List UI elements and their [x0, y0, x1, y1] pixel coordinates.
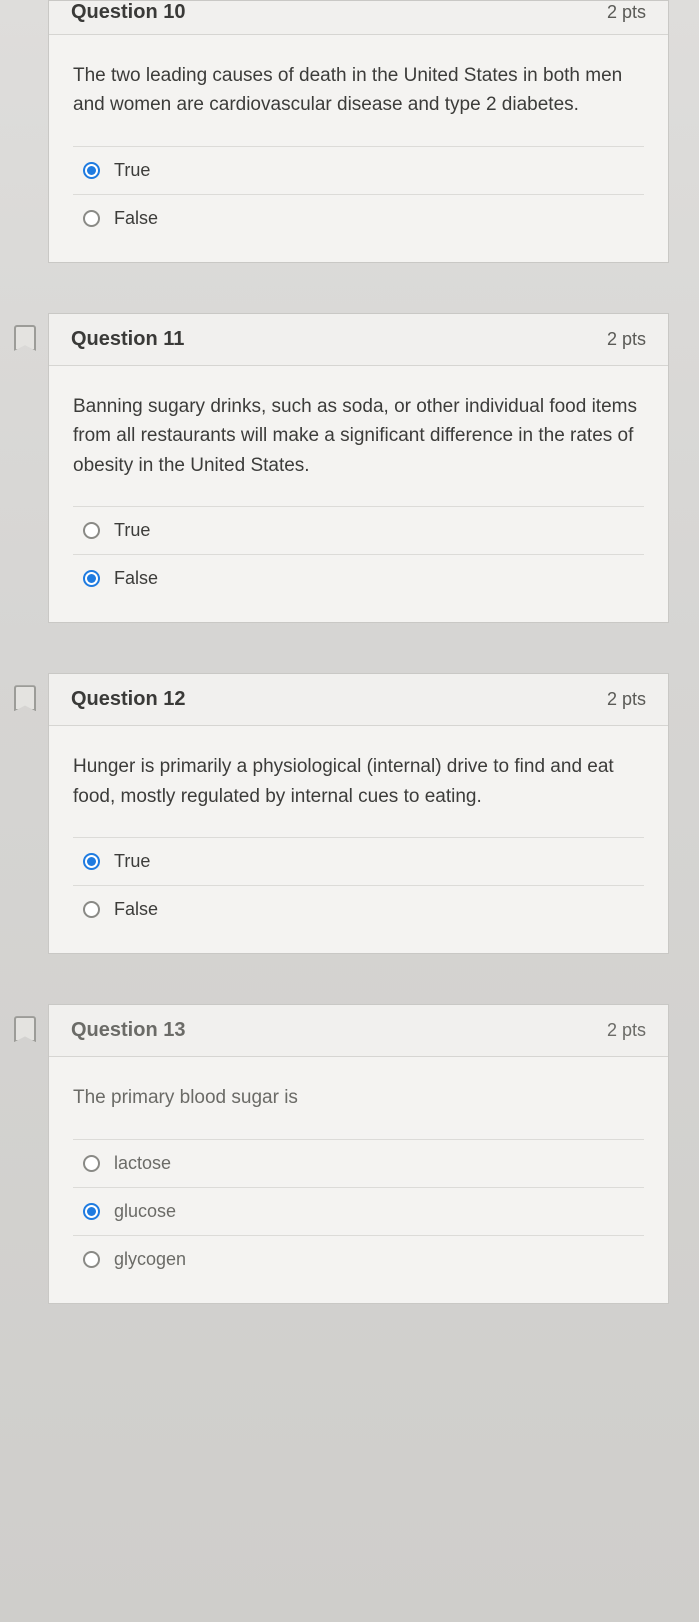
radio-icon [83, 570, 100, 587]
answer-label: glycogen [114, 1249, 186, 1270]
radio-icon [83, 1155, 100, 1172]
answer-list: True False [73, 506, 644, 602]
answer-list: True False [73, 837, 644, 933]
answer-option[interactable]: glycogen [73, 1236, 644, 1283]
question-number: Question 13 [71, 1019, 185, 1042]
answer-label: True [114, 160, 150, 181]
answer-label: True [114, 851, 150, 872]
question-header: Question 10 2 pts [49, 1, 668, 35]
question-body: The two leading causes of death in the U… [49, 35, 668, 262]
question-text: Hunger is primarily a physiological (int… [73, 752, 644, 811]
question-number: Question 11 [71, 328, 184, 351]
radio-icon [83, 522, 100, 539]
question-text: The two leading causes of death in the U… [73, 61, 644, 120]
answer-label: glucose [114, 1201, 176, 1222]
question-points: 2 pts [607, 2, 646, 23]
answer-label: False [114, 899, 158, 920]
question-text: Banning sugary drinks, such as soda, or … [73, 392, 644, 480]
answer-option[interactable]: False [73, 886, 644, 933]
answer-option[interactable]: lactose [73, 1140, 644, 1188]
question-body: Hunger is primarily a physiological (int… [49, 726, 668, 953]
answer-label: False [114, 568, 158, 589]
radio-icon [83, 210, 100, 227]
radio-icon [83, 901, 100, 918]
answer-label: True [114, 520, 150, 541]
quiz-page: Question 10 2 pts The two leading causes… [0, 0, 699, 1304]
answer-list: True False [73, 146, 644, 242]
radio-icon [83, 1251, 100, 1268]
answer-option[interactable]: False [73, 195, 644, 242]
question-card: Question 11 2 pts Banning sugary drinks,… [48, 313, 669, 623]
question-points: 2 pts [607, 329, 646, 350]
answer-label: False [114, 208, 158, 229]
answer-option[interactable]: True [73, 838, 644, 886]
bookmark-icon[interactable] [14, 1016, 36, 1042]
question-card: Question 12 2 pts Hunger is primarily a … [48, 673, 669, 954]
question-body: Banning sugary drinks, such as soda, or … [49, 366, 668, 622]
radio-icon [83, 162, 100, 179]
question-header: Question 13 2 pts [49, 1005, 668, 1057]
question-text: The primary blood sugar is [73, 1083, 644, 1112]
answer-option[interactable]: False [73, 555, 644, 602]
bookmark-icon[interactable] [14, 685, 36, 711]
question-card: Question 13 2 pts The primary blood suga… [48, 1004, 669, 1303]
question-header: Question 12 2 pts [49, 674, 668, 726]
question-points: 2 pts [607, 1020, 646, 1041]
question-number: Question 10 [71, 1, 185, 24]
bookmark-icon[interactable] [14, 325, 36, 351]
answer-option[interactable]: glucose [73, 1188, 644, 1236]
question-points: 2 pts [607, 689, 646, 710]
question-number: Question 12 [71, 688, 185, 711]
question-body: The primary blood sugar is lactose gluco… [49, 1057, 668, 1302]
answer-list: lactose glucose glycogen [73, 1139, 644, 1283]
answer-option[interactable]: True [73, 147, 644, 195]
radio-icon [83, 853, 100, 870]
radio-icon [83, 1203, 100, 1220]
answer-label: lactose [114, 1153, 171, 1174]
question-header: Question 11 2 pts [49, 314, 668, 366]
question-card: Question 10 2 pts The two leading causes… [48, 0, 669, 263]
answer-option[interactable]: True [73, 507, 644, 555]
